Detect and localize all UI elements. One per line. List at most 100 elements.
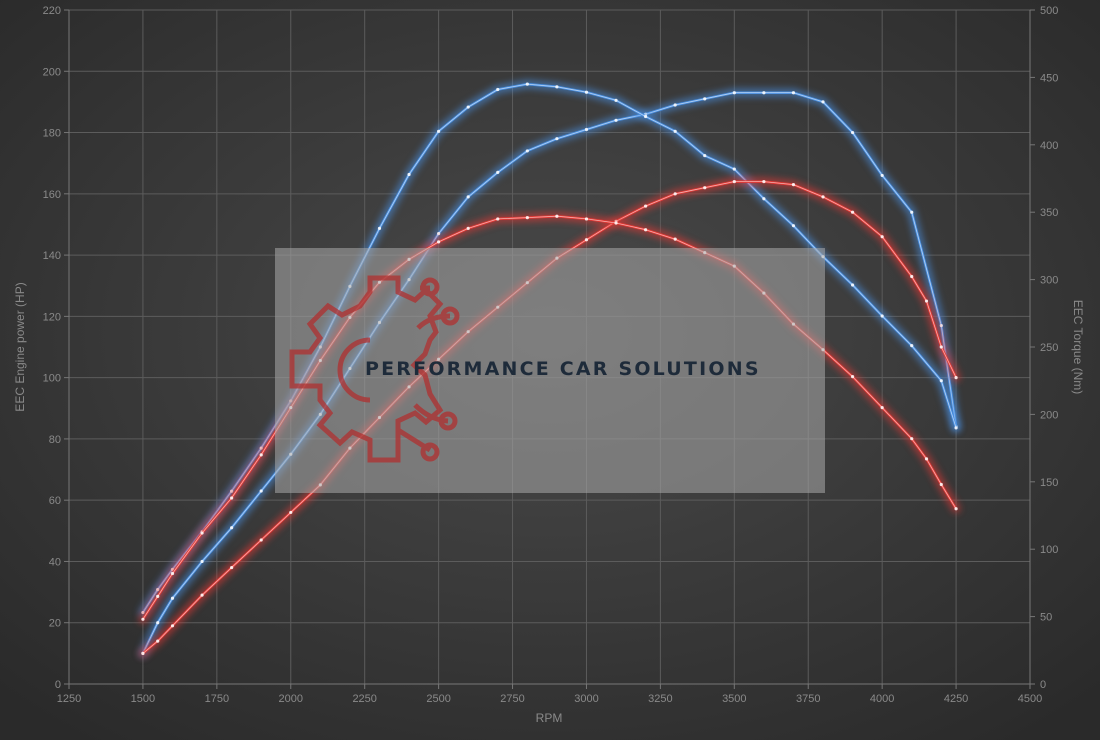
y-left-tick-label: 160 [43,189,61,201]
series-3-point [850,375,855,379]
series-0-point [791,91,796,95]
series-0-point [850,130,855,135]
series-1-point [407,172,411,177]
series-1-point [791,224,796,228]
x-tick-label: 2250 [352,693,376,705]
x-tick-label: 4500 [1018,693,1042,705]
series-3-point [614,221,618,225]
y-left-tick-label: 80 [49,434,61,446]
series-2-point [644,204,648,208]
logo-watermark: PERFORMANCE CAR SOLUTIONS [275,248,825,493]
series-3-point [466,226,470,230]
series-3-point [954,507,958,511]
series-2-point [200,593,204,597]
x-tick-label: 4000 [870,693,894,705]
series-0-point [703,97,707,101]
y-right-tick-label: 100 [1040,544,1058,556]
series-2-point [924,299,929,303]
series-2-point [259,538,263,542]
series-3-point [673,237,677,241]
series-0-point [584,127,589,132]
series-0-point [496,170,500,174]
x-tick-label: 2750 [500,693,524,705]
series-2-point [954,376,958,380]
y-right-tick-label: 450 [1040,72,1058,84]
series-1-point [850,283,855,287]
series-3-point [939,482,943,487]
series-2-point [821,195,825,199]
x-tick-label: 4250 [944,693,968,705]
x-tick-label: 1500 [131,693,155,705]
series-1-point [437,129,441,133]
x-tick-label: 2000 [279,693,303,705]
series-3-point [910,437,914,441]
y-left-tick-label: 180 [43,128,61,140]
series-0-point [880,173,884,178]
series-2-point [791,183,796,187]
series-3-point [924,457,929,461]
x-axis-label: RPM [536,711,563,725]
series-3-point [437,240,441,244]
series-2-point [156,639,160,643]
y-right-tick-label: 200 [1040,409,1058,421]
y-left-tick-label: 200 [43,66,61,78]
series-0-point [230,526,234,530]
series-3-point [644,228,648,232]
series-3-point [156,594,160,598]
y-left-tick-label: 220 [43,5,61,17]
y-right-tick-label: 50 [1040,612,1052,624]
series-2-point [673,192,677,196]
y-left-tick-label: 120 [43,311,61,323]
series-1-point [614,98,618,102]
series-2-point [762,179,766,184]
series-3-point [555,214,559,218]
series-3-point [141,617,145,621]
y-left-tick-label: 20 [49,618,61,630]
series-1-point [954,426,958,430]
series-3-point [584,217,589,221]
series-2-point [850,210,855,214]
x-tick-label: 1250 [57,693,81,705]
series-0-point [156,621,160,625]
x-tick-label: 2500 [426,693,450,705]
y-left-tick-label: 140 [43,250,61,262]
series-2-point [939,345,943,349]
series-2-point [880,235,884,239]
series-3-point [880,406,884,410]
series-0-point [732,91,736,95]
x-tick-label: 3500 [722,693,746,705]
series-1-point [377,226,382,230]
series-0-point [466,195,470,199]
y-left-tick-label: 100 [43,373,61,385]
series-0-point [762,91,766,95]
y-right-tick-label: 0 [1040,679,1046,691]
y-left-tick-label: 0 [55,679,61,691]
series-1-point [496,87,500,92]
series-2-point [289,510,293,515]
series-3-point [496,217,500,221]
y-right-tick-label: 150 [1040,477,1058,489]
x-tick-label: 3000 [574,693,598,705]
series-1-point [703,153,707,158]
series-1-point [910,344,914,348]
x-tick-label: 1750 [205,693,229,705]
y-right-tick-label: 300 [1040,275,1058,287]
series-0-point [259,489,263,493]
series-0-point [525,149,529,153]
series-0-point [200,559,204,564]
series-1-point [880,314,884,318]
series-3-point [230,496,234,500]
series-2-point [141,651,145,655]
series-3-point [170,571,175,576]
series-0-point [939,323,943,328]
y-left-tick-label: 60 [49,495,61,507]
series-1-point [644,114,648,119]
series-2-point [584,238,589,242]
series-1-point [732,167,736,171]
series-2-point [230,565,234,570]
logo-panel [275,248,825,493]
series-0-point [614,118,618,122]
series-1-point [466,105,470,109]
